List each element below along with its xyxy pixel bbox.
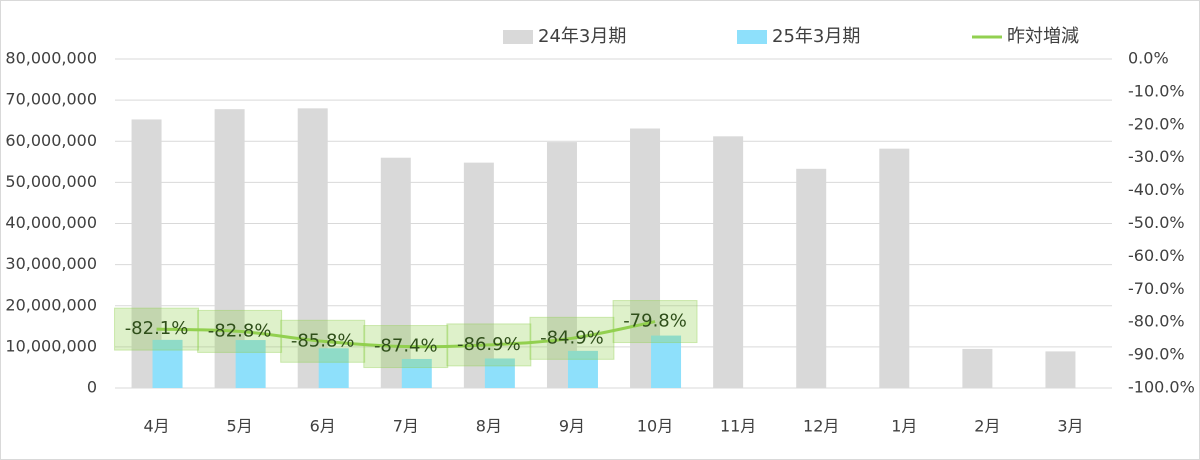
x-tick-label: 12月 (803, 417, 839, 436)
bar (796, 168, 827, 388)
bar (567, 350, 598, 388)
bar (318, 348, 349, 388)
data-label-box (197, 309, 283, 353)
data-label: -82.1% (125, 318, 189, 339)
y2-tick-label: -70.0% (1128, 279, 1185, 298)
y2-tick-label: -60.0% (1128, 246, 1185, 265)
y-tick-label: 40,000,000 (5, 213, 97, 232)
legend-label: 24年3月期 (538, 26, 626, 47)
data-label-box (446, 323, 532, 367)
bar (380, 157, 411, 388)
x-tick-label: 2月 (974, 417, 1000, 436)
data-label-box (529, 316, 615, 360)
bar (484, 358, 515, 388)
x-tick-label: 3月 (1057, 417, 1083, 436)
y2-tick-label: -90.0% (1128, 345, 1185, 364)
bar (879, 148, 910, 388)
data-label-box (612, 300, 698, 344)
y-tick-label: 20,000,000 (5, 295, 97, 314)
x-tick-label: 7月 (393, 417, 419, 436)
legend-label: 昨対増減 (1007, 26, 1079, 47)
data-label-box (280, 319, 366, 363)
bar (962, 348, 993, 388)
y-tick-label: 50,000,000 (5, 172, 97, 191)
data-label-box (363, 325, 449, 369)
bar (401, 358, 432, 388)
y2-tick-label: -100.0% (1128, 378, 1195, 397)
y2-tick-label: -50.0% (1128, 213, 1185, 232)
y2-tick-label: -40.0% (1128, 180, 1185, 199)
y-tick-label: 60,000,000 (5, 131, 97, 150)
y2-tick-label: -30.0% (1128, 147, 1185, 166)
bar (1045, 351, 1076, 388)
x-tick-label: 4月 (143, 417, 169, 436)
data-label: -84.9% (540, 327, 604, 348)
x-tick-label: 10月 (637, 417, 673, 436)
x-tick-label: 1月 (891, 417, 917, 436)
y2-tick-label: -10.0% (1128, 81, 1185, 100)
bar (546, 142, 577, 388)
legend-swatch (503, 30, 533, 44)
bar (651, 335, 682, 388)
x-tick-label: 5月 (227, 417, 253, 436)
data-label: -85.8% (291, 330, 355, 351)
y-tick-label: 70,000,000 (5, 90, 97, 109)
y2-tick-label: -20.0% (1128, 114, 1185, 133)
bar (235, 340, 266, 388)
bar (152, 339, 183, 388)
data-label-box (114, 307, 200, 351)
y-tick-label: 30,000,000 (5, 254, 97, 273)
data-label: -79.8% (623, 311, 687, 332)
x-tick-label: 6月 (310, 417, 336, 436)
data-label: -87.4% (374, 336, 438, 357)
legend-label: 25年3月期 (772, 26, 860, 47)
x-tick-label: 9月 (559, 417, 585, 436)
y-tick-label: 10,000,000 (5, 336, 97, 355)
legend-swatch (737, 30, 767, 44)
line (156, 320, 656, 349)
y2-tick-label: -80.0% (1128, 312, 1185, 331)
data-label: -82.8% (208, 320, 272, 341)
y2-tick-label: 0.0% (1128, 49, 1169, 68)
data-label: -86.9% (457, 334, 521, 355)
y-tick-label: 80,000,000 (5, 49, 97, 68)
bar (713, 136, 744, 388)
bar (463, 162, 494, 388)
x-tick-label: 11月 (720, 417, 756, 436)
x-tick-label: 8月 (476, 417, 502, 436)
y-tick-label: 0 (87, 378, 97, 397)
